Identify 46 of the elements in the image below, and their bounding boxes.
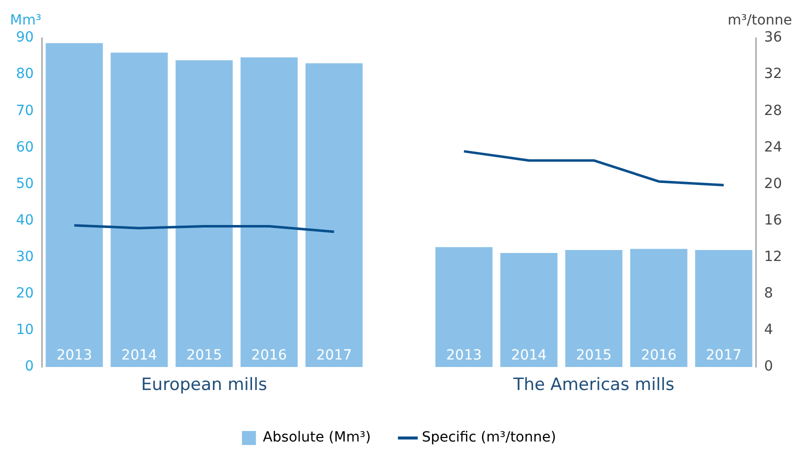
bar [500,252,558,367]
bar [240,57,298,367]
bar [110,52,168,367]
y2-tick-label: 0 [764,358,774,375]
y-tick-label: 80 [16,66,34,82]
y2-tick-label: 24 [764,139,782,156]
x-tick-label: 2013 [446,348,482,364]
x-tick-label: 2014 [511,348,547,364]
y2-tick-label: 16 [764,212,782,228]
y2-tick-label: 12 [764,248,782,265]
y2-tick-label: 32 [764,66,782,82]
bar [305,63,363,367]
bar [630,248,688,367]
y-tick-label: 40 [16,212,34,228]
y-tick-label: 50 [16,176,34,192]
legend-label: Absolute (Mm³) [262,430,371,446]
y2-tick-label: 20 [764,176,782,192]
x-tick-label: 2015 [186,348,222,364]
y2-tick-label: 36 [764,30,782,46]
x-tick-label: 2013 [56,348,92,364]
y-tick-label: 90 [16,30,34,46]
text: The Americas mills [512,374,674,395]
y2-axis-title: m³/tonne [728,12,792,29]
bar [565,250,622,367]
x-tick-label: 2017 [316,348,352,364]
y-axis-title: Mm³ [10,12,42,29]
bar [435,247,493,367]
y2-tick-label: 28 [764,102,782,119]
x-tick-label: 2014 [121,348,158,364]
legend-label: Specific (m³/tonne) [422,430,556,446]
y-tick-label: 20 [16,286,34,302]
y-tick-label: 60 [16,139,34,156]
y2-tick-label: 4 [764,322,774,338]
text: European mills [141,374,268,395]
y-tick-label: 30 [16,248,34,265]
y-tick-label: 70 [16,102,34,119]
bar [46,43,103,367]
x-tick-label: 2016 [251,348,288,364]
y-tick-label: 10 [16,322,34,338]
x-tick-label: 2015 [576,348,612,364]
bar [695,250,752,367]
x-tick-label: 2017 [706,348,742,364]
x-tick-label: 2016 [640,348,677,364]
bar [176,60,233,367]
y-tick-label: 0 [24,358,34,375]
y2-tick-label: 8 [764,286,774,302]
